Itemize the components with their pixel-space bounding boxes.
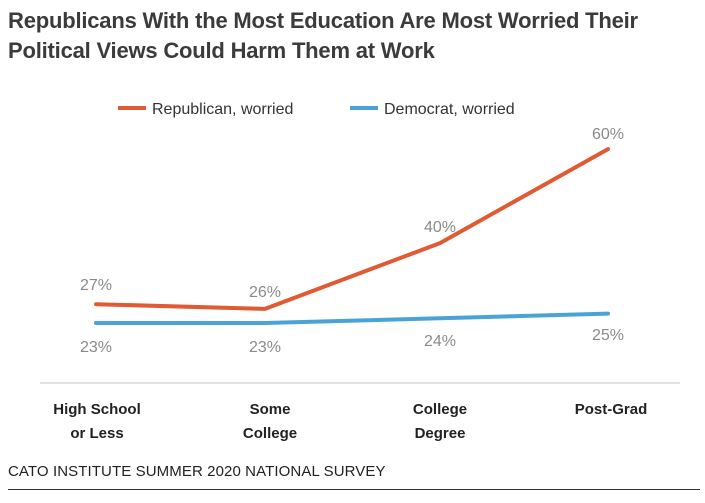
data-label: 24% bbox=[424, 333, 456, 350]
data-label: 40% bbox=[424, 219, 456, 236]
category-label: Degree bbox=[415, 425, 466, 442]
legend-label: Republican, worried bbox=[152, 101, 293, 118]
data-label: 23% bbox=[80, 339, 112, 356]
category-label: High School bbox=[53, 401, 141, 418]
category-label: Post-Grad bbox=[575, 401, 648, 418]
category-label: or Less bbox=[70, 425, 123, 442]
category-label: College bbox=[413, 401, 467, 418]
data-label: 60% bbox=[592, 126, 624, 143]
data-label: 23% bbox=[249, 339, 281, 356]
source-note: CATO INSTITUTE SUMMER 2020 NATIONAL SURV… bbox=[8, 463, 386, 480]
bottom-rule bbox=[8, 489, 700, 490]
category-label: Some bbox=[250, 401, 291, 418]
chart-title-line-1: Republicans With the Most Education Are … bbox=[8, 8, 638, 33]
data-label: 27% bbox=[80, 277, 112, 294]
series-line bbox=[94, 147, 610, 311]
chart-title-line-2: Political Views Could Harm Them at Work bbox=[8, 38, 435, 63]
series-line bbox=[94, 311, 610, 325]
data-label: 26% bbox=[249, 284, 281, 301]
chart-title: Republicans With the Most Education Are … bbox=[8, 6, 698, 66]
legend-label: Democrat, worried bbox=[384, 101, 515, 118]
category-label: College bbox=[243, 425, 297, 442]
data-label: 25% bbox=[592, 327, 624, 344]
